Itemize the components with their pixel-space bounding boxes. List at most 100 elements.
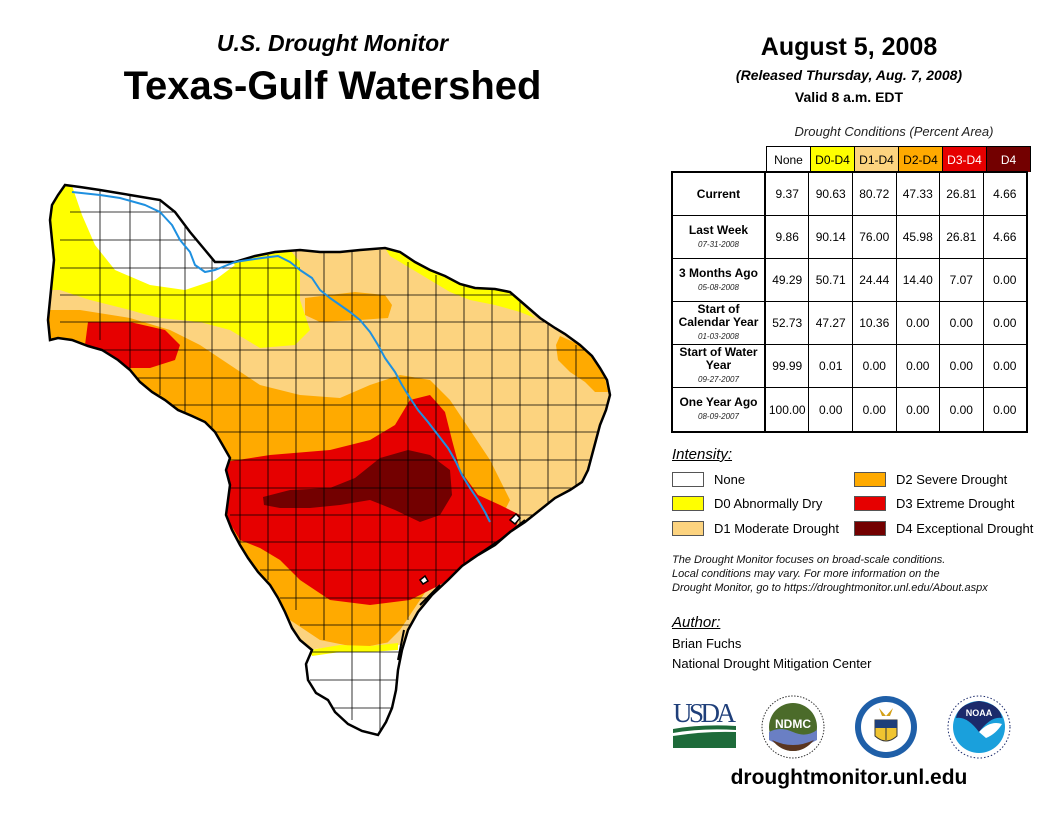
legend-swatch-d2 [854,471,886,487]
legend-label: D3 Extreme Drought [896,496,1015,511]
table-cell: 0.00 [993,359,1017,373]
release-date: (Released Thursday, Aug. 7, 2008) [735,67,963,83]
table-row: Start of Calendar Year 01-03-2008 52.73 47.… [673,302,1026,345]
legend-label: D1 Moderate Drought [714,520,840,536]
noaa-logo: NOAA [947,695,1011,759]
row-date: 07-31-2008 [698,239,739,249]
table-cell: 0.00 [897,388,941,431]
row-label: Start of Calendar Year 01-03-2008 [673,302,766,344]
legend-item-d0: D0 Abnormally Dry [672,494,839,514]
commerce-seal-logo [855,696,917,758]
table-cell: 9.37 [766,173,810,215]
valid-time: Valid 8 a.m. EDT [794,89,904,105]
legend-label: D2 Severe Drought [896,471,1008,487]
legend-item-d2: D2 Severe Drought [854,469,1033,489]
row-label: Current [673,173,766,215]
legend-swatch-d3 [854,496,886,511]
legend-swatch-none [672,471,704,487]
row-date: 09-27-2007 [698,375,739,384]
table-cell: 0.00 [809,388,853,431]
table-cell: 49.29 [766,259,810,301]
column-header-d1-d4: D1-D4 [855,147,899,172]
table-cell: 80.72 [853,173,897,215]
row-name: Last Week [688,222,749,237]
disclaimer-line: Drought Monitor, go to https://droughtmo… [672,582,988,594]
table-row: Last Week 07-31-2008 9.86 90.14 76.00 45.98 26… [673,216,1026,259]
column-header-d0-d4: D0-D4 [811,147,855,172]
coastline [397,519,526,661]
legend-label: D0 Abnormally Dry [714,496,823,511]
website-url[interactable]: droughtmonitor.unl.edu [730,766,968,789]
table-cell: 0.00 [993,402,1017,417]
drought-map [46,183,612,737]
ndmc-logo-text: NDMC [775,717,811,731]
table-cell: 4.66 [993,230,1017,244]
table-cell: 0.00 [853,345,897,387]
table-cell: 76.00 [853,216,897,258]
table-row: 3 Months Ago 05-08-2008 49.29 50.71 24.44 14.… [673,259,1026,302]
table-cell: 52.73 [766,302,810,344]
table-cell: 0.00 [940,302,984,344]
table-cell: 0.00 [993,273,1017,287]
row-label: One Year Ago 08-09-2007 [673,388,766,431]
area-d4 [263,450,452,522]
row-date: 01-03-2008 [698,332,739,341]
disclaimer-text: The Drought Monitor focuses on broad-sca… [672,553,1042,595]
table-cell: 47.27 [809,302,853,344]
table-row: Current 9.37 90.63 80.72 47.33 26.81 4.66 [673,173,1026,216]
table-cell: 99.99 [766,345,810,387]
row-date: 05-08-2008 [698,282,739,292]
map-subtitle: U.S. Drought Monitor [216,30,449,56]
disclaimer-line: Local conditions may vary. For more info… [672,568,940,580]
row-name: Start of Calendar Year [678,302,759,329]
legend-column-2: D2 Severe Drought D3 Extreme Drought D4 … [854,469,1033,543]
table-cell: 0.00 [940,345,984,387]
area-d0-south [310,643,398,656]
table-cell: 90.14 [809,216,853,258]
legend-item-none: None [672,469,839,489]
usda-logo-text: USDA [673,698,737,728]
river-line [71,191,491,523]
author-name: Brian Fuchs [672,636,742,651]
legend-swatch-d1 [672,520,704,536]
table-cell: 24.44 [853,259,897,301]
table-cell: 26.81 [940,216,984,258]
legend-item-d1: D1 Moderate Drought [672,518,839,538]
legend-swatch-d0 [672,496,704,511]
column-header-d3-d4: D3-D4 [943,147,987,172]
table-cell: 90.63 [809,173,853,215]
table-cell: 0.00 [897,302,941,344]
column-header-none: None [767,147,811,172]
table-row: One Year Ago 08-09-2007 100.00 0.00 0.00 0.00… [673,388,1026,431]
drought-conditions-table: Current 9.37 90.63 80.72 47.33 26.81 4.66 Last … [671,171,1028,433]
table-cell: 50.71 [809,259,853,301]
legend-swatch-d4 [854,520,886,536]
table-cell: 0.01 [809,345,853,387]
table-cell: 10.36 [853,302,897,344]
table-cell: 100.00 [766,388,810,431]
disclaimer-line: The Drought Monitor focuses on broad-sca… [672,554,946,566]
table-header-row: None D0-D4 D1-D4 D2-D4 D3-D4 D4 [766,146,1031,172]
area-d2-north [305,292,392,322]
column-header-d4: D4 [987,147,1030,172]
table-caption: Drought Conditions (Percent Area) [794,124,994,139]
table-cell: 0.00 [897,345,941,387]
table-row: Start of Water Year 09-27-2007 99.99 0.01 0.… [673,345,1026,388]
noaa-logo-text: NOAA [966,708,993,718]
bay-inlets [418,512,522,585]
table-cell: 0.00 [993,316,1017,330]
author-organization: National Drought Mitigation Center [672,656,872,671]
legend-label: None [714,471,746,487]
row-label: 3 Months Ago 05-08-2008 [673,259,766,301]
legend-title: Intensity: [672,446,733,463]
row-date: 08-09-2007 [698,412,739,421]
table-cell: 45.98 [897,216,941,258]
row-name: Current [696,186,741,201]
map-title: Texas-Gulf Watershed [123,64,542,108]
table-cell: 14.40 [897,259,941,301]
author-heading: Author: [672,614,721,631]
row-name: 3 Months Ago [679,265,758,280]
legend-column-1: None D0 Abnormally Dry D1 Moderate Droug… [672,469,839,543]
table-cell: 0.00 [940,388,984,431]
legend-item-d4: D4 Exceptional Drought [854,518,1033,538]
